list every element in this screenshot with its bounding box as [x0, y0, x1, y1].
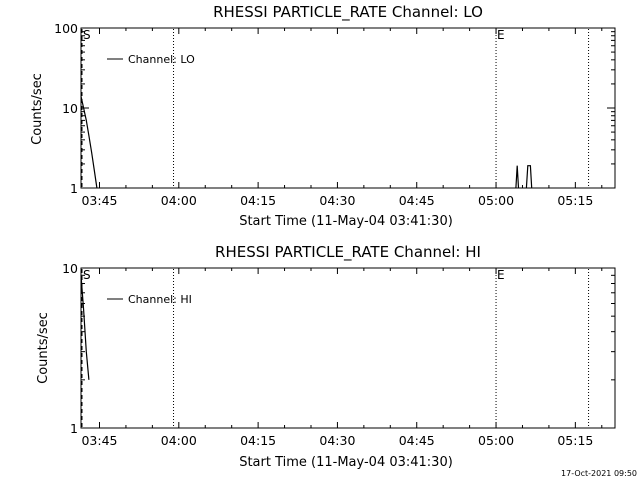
hi-channel-panel: RHESSI PARTICLE_RATE Channel: HI Counts/…: [36, 243, 616, 470]
lo-legend-label: Channel: LO: [128, 53, 195, 66]
hi-x-tick-label: 04:00: [161, 433, 197, 448]
hi-x-tick-label: 04:30: [319, 433, 355, 448]
footer-timestamp: 17-Oct-2021 09:50: [561, 469, 637, 478]
lo-x-tick-label: 04:45: [399, 193, 435, 208]
lo-series-line: [80, 96, 98, 189]
hi-x-tick-label: 05:15: [557, 433, 593, 448]
hi-legend-label: Channel: HI: [128, 293, 192, 306]
lo-x-tick-label: 04:15: [240, 193, 276, 208]
lo-x-tick-label: 05:15: [557, 193, 593, 208]
hi-plot-frame: [80, 267, 616, 429]
lo-series-line: [515, 165, 520, 189]
hi-x-tick-label: 04:15: [240, 433, 276, 448]
lo-x-tick-label: 05:00: [478, 193, 514, 208]
hi-x-tick-label: 05:00: [478, 433, 514, 448]
lo-y-axis-label: Counts/sec: [30, 73, 45, 145]
hi-y-tick-label: 1: [70, 421, 78, 436]
lo-y-tick-label: 10: [62, 101, 78, 116]
hi-event-marker-label: S: [83, 268, 91, 282]
lo-y-tick-label: 100: [54, 21, 78, 36]
hi-event-marker-label: E: [497, 268, 505, 282]
hi-x-axis-label: Start Time (11-May-04 03:41:30): [239, 455, 453, 470]
hi-y-tick-label: 10: [62, 261, 78, 276]
lo-event-marker-label: E: [497, 28, 505, 42]
hi-x-tick-label: 04:45: [399, 433, 435, 448]
lo-channel-panel: RHESSI PARTICLE_RATE Channel: LO Counts/…: [30, 3, 616, 229]
lo-y-tick-label: 1: [70, 181, 78, 196]
hi-y-axis-label: Counts/sec: [36, 312, 51, 384]
lo-x-axis-label: Start Time (11-May-04 03:41:30): [239, 214, 453, 229]
lo-x-tick-label: 04:30: [319, 193, 355, 208]
hi-x-tick-label: 03:45: [81, 433, 117, 448]
lo-x-tick-label: 04:00: [161, 193, 197, 208]
hi-series-line: [80, 275, 90, 380]
lo-plot-title: RHESSI PARTICLE_RATE Channel: LO: [213, 3, 483, 22]
lo-series-line: [525, 165, 533, 189]
hi-plot-title: RHESSI PARTICLE_RATE Channel: HI: [215, 243, 481, 262]
lo-x-tick-label: 03:45: [81, 193, 117, 208]
lo-event-marker-label: S: [83, 28, 91, 42]
